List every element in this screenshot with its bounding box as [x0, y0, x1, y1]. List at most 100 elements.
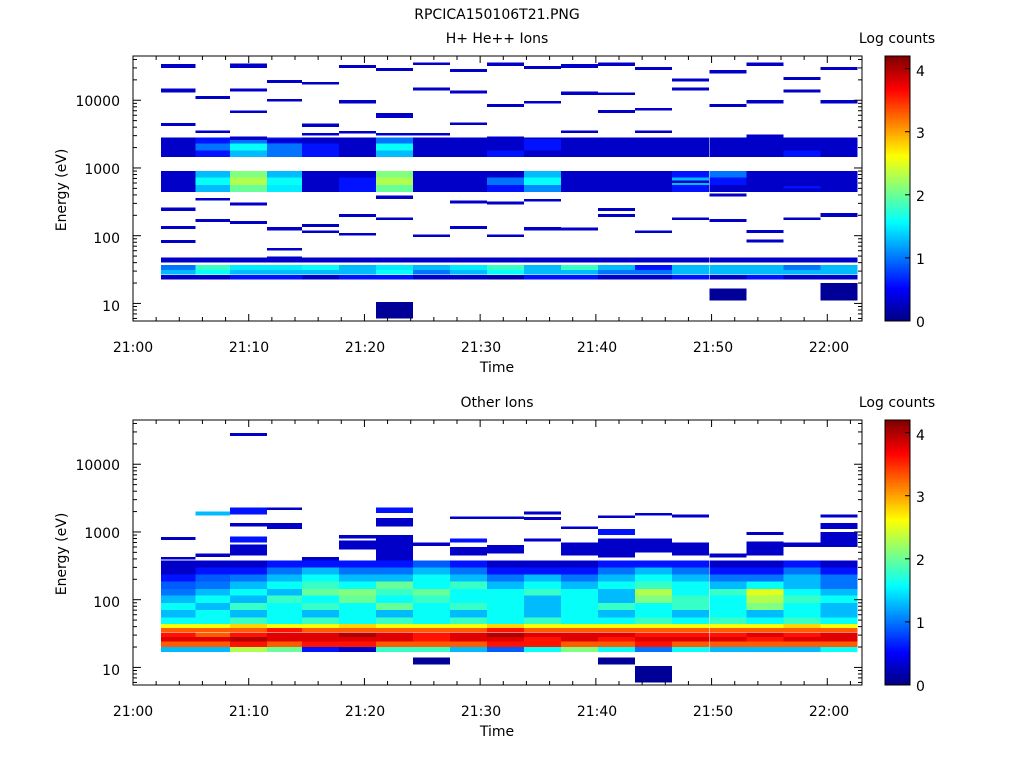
- heatmap-cell: [746, 574, 784, 582]
- colorbar-segment: [885, 186, 910, 190]
- colorbar-segment: [885, 270, 910, 274]
- heatmap-cell: [339, 274, 376, 280]
- heatmap-cell: [524, 574, 562, 582]
- heatmap-cell: [524, 66, 562, 69]
- colorbar-segment: [885, 124, 910, 128]
- heatmap-cell: [413, 87, 450, 91]
- heatmap-cell: [820, 647, 858, 652]
- colorbar-segment: [885, 58, 910, 62]
- heatmap-cell: [301, 270, 339, 275]
- colorbar-segment: [885, 486, 910, 490]
- y-tick-label: 1000: [84, 526, 120, 542]
- y-tick-label: 100: [93, 595, 120, 611]
- heatmap-cell: [450, 200, 488, 204]
- heatmap-cell: [820, 257, 858, 263]
- heatmap-cell: [301, 150, 339, 158]
- heatmap-cell: [709, 632, 747, 638]
- colorbar-segment: [885, 559, 910, 562]
- heatmap-cell: [267, 177, 302, 185]
- heatmap-cell: [195, 553, 231, 557]
- x-tick-label: 21:40: [577, 704, 617, 720]
- heatmap-cell: [230, 617, 268, 624]
- heatmap-cell: [561, 274, 599, 280]
- heatmap-cell: [783, 150, 821, 158]
- heatmap-cell: [267, 602, 302, 611]
- heatmap-cell: [301, 574, 339, 582]
- colorbar-segment: [885, 64, 910, 68]
- colorbar-segment: [885, 292, 910, 296]
- colorbar-segment: [885, 656, 910, 660]
- heatmap-cell: [635, 171, 673, 178]
- heatmap-cell: [450, 632, 488, 638]
- heatmap-cell: [487, 623, 525, 629]
- heatmap-cell: [635, 185, 673, 193]
- heatmap-cell: [301, 143, 339, 151]
- heatmap-cell: [376, 628, 413, 633]
- heatmap-cell: [339, 264, 376, 271]
- colorbar-segment: [885, 461, 910, 465]
- colorbar-segment: [885, 616, 910, 620]
- heatmap-cell: [635, 274, 673, 280]
- colorbar-segment: [885, 91, 910, 95]
- heatmap-cell: [301, 274, 339, 280]
- heatmap-cell: [561, 137, 599, 144]
- heatmap-cell: [487, 628, 525, 633]
- heatmap-cell: [487, 567, 525, 575]
- colorbar-segment: [885, 629, 910, 633]
- heatmap-cell: [598, 515, 636, 519]
- heatmap-cell: [339, 632, 376, 638]
- heatmap-cell: [195, 628, 231, 633]
- heatmap-cell: [561, 264, 599, 271]
- colorbar-segment: [885, 519, 910, 523]
- heatmap-cell: [376, 574, 413, 582]
- heatmap-cell: [635, 513, 673, 516]
- heatmap-cell: [413, 264, 450, 271]
- colorbar-segment: [885, 567, 910, 571]
- heatmap-cell: [635, 632, 673, 638]
- colorbar-segment: [885, 272, 910, 276]
- heatmap-cell: [195, 647, 231, 652]
- colorbar-segment: [885, 276, 910, 280]
- panel-other-ions: Other Ions Log counts Time Energy (eV) 2…: [54, 395, 935, 740]
- heatmap-cell: [487, 595, 525, 603]
- heatmap-cell: [413, 588, 450, 596]
- heatmap-cell: [487, 602, 525, 611]
- heatmap-cell: [487, 62, 525, 67]
- colorbar-segment: [885, 574, 910, 578]
- heatmap-cell: [450, 225, 488, 230]
- colorbar-frame: [884, 419, 911, 686]
- colorbar-segment: [885, 561, 910, 565]
- heatmap-cell: [487, 637, 525, 642]
- heatmap-cell: [376, 507, 413, 514]
- heatmap-cell: [783, 567, 821, 575]
- heatmap-cell: [450, 595, 488, 603]
- heatmap-cell: [635, 177, 673, 185]
- colorbar-segment: [885, 219, 910, 223]
- colorbar-segment: [885, 660, 910, 664]
- heatmap-cell: [672, 647, 710, 652]
- colorbar-segment: [885, 279, 910, 282]
- heatmap-cell: [524, 567, 562, 575]
- heatmap-cell: [783, 143, 821, 151]
- heatmap-cell: [746, 150, 784, 158]
- heatmap-cell: [598, 143, 636, 151]
- heatmap-cell: [561, 647, 599, 652]
- heatmap-cell: [524, 647, 562, 652]
- heatmap-cell: [230, 641, 268, 648]
- colorbar-segment: [885, 239, 910, 243]
- colorbar-segment: [885, 170, 910, 174]
- heatmap-cell: [561, 637, 599, 642]
- colorbar-segment: [885, 484, 910, 487]
- colorbar-segment: [885, 307, 910, 311]
- colorbar-segment: [885, 678, 910, 682]
- heatmap-cell: [267, 595, 302, 603]
- colorbar-segment: [885, 192, 910, 196]
- colorbar-segment: [885, 495, 910, 498]
- heatmap-cell: [672, 171, 710, 178]
- heatmap-cell: [746, 628, 784, 633]
- heatmap-cell: [230, 270, 268, 275]
- heatmap-cell: [524, 270, 562, 275]
- heatmap-cell: [450, 610, 488, 618]
- colorbar-tick-label: 1: [916, 616, 925, 632]
- heatmap-cell: [267, 647, 302, 652]
